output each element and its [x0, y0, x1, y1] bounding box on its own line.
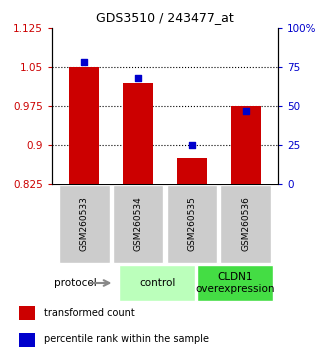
Text: CLDN1
overexpression: CLDN1 overexpression — [196, 272, 275, 294]
Point — [82, 59, 87, 65]
Bar — [119, 265, 195, 301]
Text: GSM260533: GSM260533 — [80, 196, 89, 251]
Title: GDS3510 / 243477_at: GDS3510 / 243477_at — [96, 11, 234, 24]
Bar — [220, 185, 271, 263]
Bar — [197, 265, 273, 301]
Bar — [177, 158, 207, 184]
Text: GSM260534: GSM260534 — [133, 196, 143, 251]
Bar — [167, 185, 217, 263]
Bar — [119, 265, 195, 301]
Bar — [19, 306, 35, 320]
Bar — [231, 106, 260, 184]
Point — [243, 108, 248, 114]
Text: GSM260535: GSM260535 — [188, 196, 196, 251]
Text: GSM260536: GSM260536 — [241, 196, 250, 251]
Point — [136, 75, 141, 81]
Bar — [59, 185, 109, 263]
Text: transformed count: transformed count — [44, 308, 135, 318]
Bar — [19, 332, 35, 347]
Bar — [197, 265, 273, 301]
Bar — [113, 185, 164, 263]
Bar — [69, 67, 99, 184]
Text: protocol: protocol — [54, 278, 97, 288]
Text: percentile rank within the sample: percentile rank within the sample — [44, 335, 209, 344]
Bar — [123, 82, 153, 184]
Point — [189, 142, 195, 148]
Text: control: control — [139, 278, 175, 288]
